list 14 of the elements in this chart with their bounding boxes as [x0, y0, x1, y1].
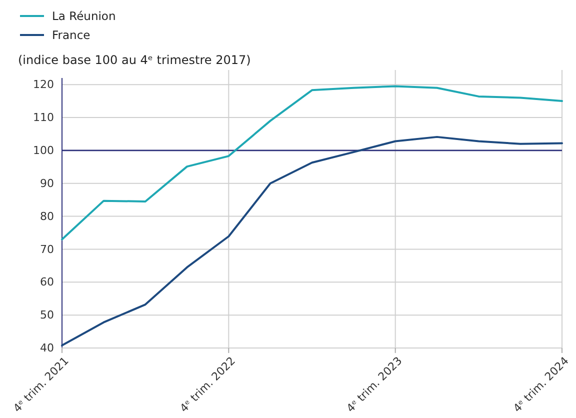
line-series: [61, 85, 563, 240]
y-tick-label: 100: [33, 144, 54, 157]
legend-label: France: [52, 28, 90, 42]
y-tick-label: 120: [33, 78, 54, 92]
y-axis-title: (indice base 100 au 4ᵉ trimestre 2017): [18, 53, 251, 67]
legend-label: La Réunion: [52, 9, 116, 23]
y-tick-label: 40: [40, 342, 54, 355]
y-tick-label: 60: [40, 276, 54, 289]
y-tick-label: 70: [40, 242, 54, 256]
y-tick-label: 50: [40, 308, 54, 322]
y-tick-label: 80: [40, 210, 54, 223]
y-tick-label: 110: [33, 111, 54, 124]
line-series: [61, 136, 563, 346]
y-tick-label: 90: [40, 176, 54, 190]
